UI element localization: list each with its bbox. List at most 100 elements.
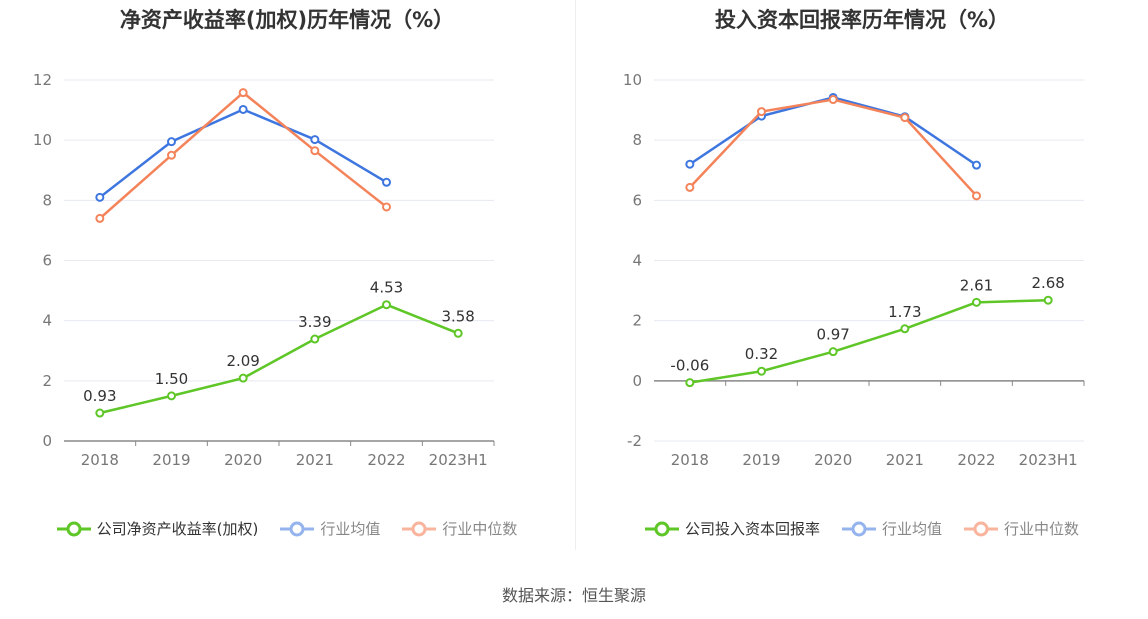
legend-line-circle-icon — [964, 521, 998, 536]
y-tick-label: 12 — [33, 71, 52, 89]
data-point — [167, 391, 176, 401]
legend-label: 行业中位数 — [1004, 520, 1080, 538]
y-tick-label: 0 — [632, 372, 642, 390]
data-point — [972, 191, 981, 201]
data-label: 0.32 — [745, 345, 778, 363]
y-tick-label: 4 — [632, 252, 642, 270]
legend-label: 行业均值 — [320, 520, 381, 538]
data-point — [310, 334, 320, 344]
x-tick-label: 2023H1 — [429, 451, 488, 469]
data-point — [310, 135, 320, 145]
data-point — [828, 95, 838, 105]
x-tick-label: 2020 — [224, 451, 262, 469]
data-point — [685, 159, 695, 169]
y-tick-label: 6 — [632, 191, 642, 209]
data-point — [972, 297, 981, 307]
data-label: 2.68 — [1031, 274, 1064, 292]
data-point — [453, 328, 463, 338]
x-tick-label: 2023H1 — [1019, 451, 1078, 469]
chart-legend: 公司净资产收益率(加权) 行业均值 行业中位数 — [0, 518, 574, 539]
legend-item-median[interactable]: 行业中位数 — [964, 518, 1079, 539]
data-label: 0.93 — [83, 387, 116, 405]
legend-line-circle-icon — [402, 521, 437, 536]
series-line — [689, 96, 978, 167]
data-point — [900, 113, 910, 123]
data-point — [972, 160, 981, 170]
series-line — [689, 298, 1049, 384]
data-label: -0.06 — [670, 357, 709, 375]
y-tick-label: 10 — [623, 71, 642, 89]
x-tick-label: 2019 — [152, 451, 190, 469]
data-point — [95, 408, 105, 418]
panel-divider — [575, 0, 576, 550]
x-tick-label: 2018 — [81, 451, 119, 469]
data-point — [757, 366, 766, 376]
chart-title: 净资产收益率(加权)历年情况（%） — [119, 8, 455, 32]
y-tick-label: 6 — [42, 252, 52, 270]
chart-legend: 公司投入资本回报率 行业均值 行业中位数 — [576, 518, 1148, 539]
y-tick-label: 0 — [42, 432, 52, 450]
data-label: 3.58 — [441, 307, 474, 325]
x-tick-label: 2019 — [742, 451, 780, 469]
y-tick-label: 8 — [42, 191, 52, 209]
x-tick-label: 2021 — [296, 451, 334, 469]
legend-item-avg[interactable]: 行业均值 — [841, 518, 942, 539]
x-tick-label: 2022 — [957, 451, 995, 469]
data-point — [828, 347, 838, 357]
data-label: 1.73 — [888, 303, 921, 321]
legend-item-company[interactable]: 公司投入资本回报率 — [644, 518, 820, 539]
roe-chart-panel: 净资产收益率(加权)历年情况（%） 0 2 4 6 8 10 12 2018 2019 2020 2… — [0, 0, 574, 560]
legend-line-circle-icon — [280, 521, 315, 536]
x-tick-label: 2020 — [814, 451, 852, 469]
y-tick-label: -2 — [627, 432, 642, 450]
series-line — [99, 108, 388, 199]
data-label: 3.39 — [298, 313, 331, 331]
legend-label: 公司投入资本回报率 — [684, 520, 820, 538]
y-tick-label: 2 — [632, 312, 642, 330]
data-point — [382, 202, 391, 212]
legend-item-company[interactable]: 公司净资产收益率(加权) — [56, 518, 259, 539]
legend-label: 行业中位数 — [442, 520, 518, 538]
data-point — [685, 182, 695, 192]
data-point — [757, 107, 766, 117]
legend-item-median[interactable]: 行业中位数 — [402, 518, 517, 539]
data-point — [167, 137, 176, 147]
data-point — [382, 300, 391, 310]
data-label: 1.50 — [155, 370, 188, 388]
roic-chart-panel: 投入资本回报率历年情况（%） -2 0 2 4 6 8 10 2018 2019 2020 2021… — [576, 0, 1148, 560]
chart-title: 投入资本回报率历年情况（%） — [714, 8, 1010, 32]
data-point — [95, 213, 105, 223]
data-point — [238, 373, 248, 383]
legend-line-circle-icon — [56, 521, 91, 536]
data-label: 4.53 — [370, 279, 403, 297]
series-line — [99, 303, 459, 415]
y-tick-label: 4 — [42, 312, 52, 330]
y-tick-label: 2 — [42, 372, 52, 390]
data-source-note: 数据来源：恒生聚源 — [501, 586, 646, 605]
data-point — [95, 192, 105, 202]
y-tick-label: 10 — [33, 131, 52, 149]
x-tick-label: 2018 — [671, 451, 709, 469]
data-label: 2.61 — [960, 276, 993, 294]
data-point — [1043, 295, 1053, 305]
data-label: 0.97 — [816, 326, 849, 344]
x-tick-label: 2021 — [886, 451, 924, 469]
data-point — [685, 378, 695, 388]
roic-line-chart: -2 0 2 4 6 8 10 2018 2019 2020 2021 2022 2023H1 -0.06… — [623, 71, 1085, 469]
legend-label: 行业均值 — [881, 520, 942, 538]
data-point — [238, 104, 248, 114]
data-point — [900, 324, 910, 334]
roe-line-chart: 0 2 4 6 8 10 12 2018 2019 2020 2021 2022 2023H1 0.93 1… — [33, 71, 495, 469]
data-point — [238, 88, 248, 98]
data-point — [382, 177, 391, 187]
data-point — [167, 150, 176, 160]
y-tick-label: 8 — [632, 131, 642, 149]
legend-line-circle-icon — [644, 521, 679, 536]
x-tick-label: 2022 — [367, 451, 405, 469]
data-label: 2.09 — [226, 352, 259, 370]
legend-line-circle-icon — [841, 521, 876, 536]
legend-item-avg[interactable]: 行业均值 — [280, 518, 380, 539]
series-line — [688, 98, 978, 197]
legend-label: 公司净资产收益率(加权) — [96, 520, 259, 538]
data-point — [310, 146, 320, 156]
